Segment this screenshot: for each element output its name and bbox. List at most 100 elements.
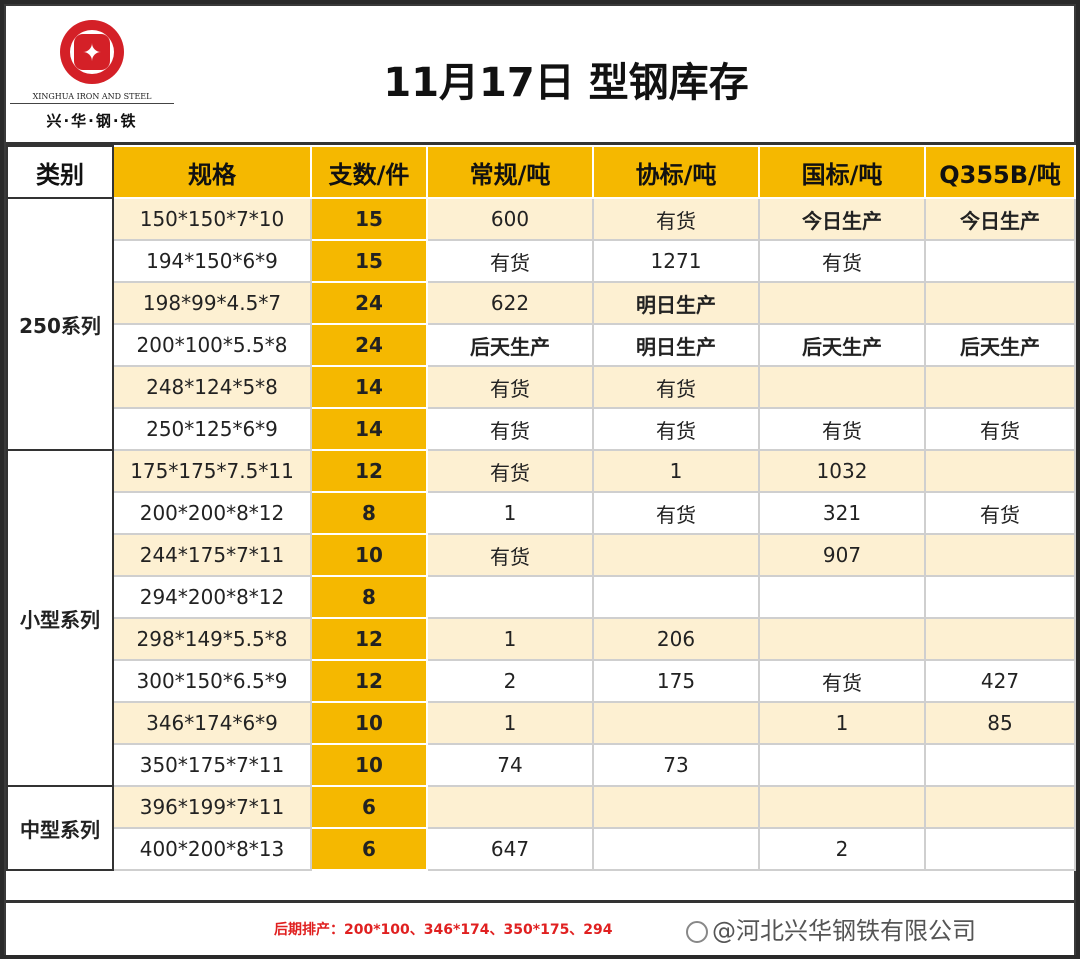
column-header: 支数/件 bbox=[310, 145, 428, 199]
national-cell bbox=[758, 743, 926, 787]
regular-cell: 622 bbox=[426, 281, 594, 325]
national-cell: 今日生产 bbox=[758, 197, 926, 241]
production-schedule-note: 后期排产：200*100、346*174、350*175、294 bbox=[274, 922, 613, 938]
column-header: 协标/吨 bbox=[592, 145, 760, 199]
q355b-cell bbox=[924, 281, 1076, 325]
table-row: 346*174*6*9 10 1 1 85 bbox=[7, 701, 1076, 745]
spec-cell: 300*150*6.5*9 bbox=[112, 659, 312, 703]
table-header-row: 类别 规格 支数/件 常规/吨 协标/吨 国标/吨 Q355B/吨 bbox=[6, 145, 1076, 199]
regular-cell: 1 bbox=[426, 491, 594, 535]
assoc-cell: 有货 bbox=[592, 365, 760, 409]
spec-cell: 175*175*7.5*11 bbox=[112, 449, 312, 493]
logo-english-name: XINGHUA IRON AND STEEL bbox=[10, 92, 174, 104]
count-cell: 8 bbox=[310, 491, 428, 535]
column-header: 类别 bbox=[6, 145, 114, 199]
header: XINGHUA IRON AND STEEL 兴·华·钢·铁 11月17日 型钢… bbox=[6, 6, 1074, 145]
logo-chinese-name: 兴·华·钢·铁 bbox=[46, 112, 138, 130]
table-row: 中型系列 396*199*7*11 6 bbox=[6, 785, 1076, 871]
national-cell: 907 bbox=[758, 533, 926, 577]
spec-cell: 350*175*7*11 bbox=[112, 743, 312, 787]
column-header: 常规/吨 bbox=[426, 145, 594, 199]
table-row: 小型系列 175*175*7.5*11 12 有货 1 1032 bbox=[6, 449, 1076, 787]
q355b-cell bbox=[924, 365, 1076, 409]
table-row: 194*150*6*9 15 有货 1271 有货 bbox=[7, 239, 1076, 283]
assoc-cell: 175 bbox=[592, 659, 760, 703]
regular-cell: 后天生产 bbox=[426, 323, 594, 367]
company-logo: XINGHUA IRON AND STEEL 兴·华·钢·铁 bbox=[10, 10, 174, 138]
inventory-table: 类别 规格 支数/件 常规/吨 协标/吨 国标/吨 Q355B/吨 250系列 1… bbox=[6, 145, 1076, 871]
spec-cell: 200*200*8*12 bbox=[112, 491, 312, 535]
count-cell: 14 bbox=[310, 407, 428, 451]
category-cell: 小型系列 bbox=[6, 449, 114, 787]
table-row: 200*200*8*12 8 1 有货 321 有货 bbox=[7, 491, 1076, 535]
spec-cell: 396*199*7*11 bbox=[112, 785, 312, 829]
table-row: 250*125*6*9 14 有货 有货 有货 有货 bbox=[7, 407, 1076, 451]
national-cell: 有货 bbox=[758, 239, 926, 283]
category-cell: 中型系列 bbox=[6, 785, 114, 871]
spec-cell: 150*150*7*10 bbox=[112, 197, 312, 241]
count-cell: 12 bbox=[310, 449, 428, 493]
q355b-cell: 后天生产 bbox=[924, 323, 1076, 367]
count-cell: 12 bbox=[310, 617, 428, 661]
spec-cell: 298*149*5.5*8 bbox=[112, 617, 312, 661]
inventory-sheet: XINGHUA IRON AND STEEL 兴·华·钢·铁 11月17日 型钢… bbox=[4, 4, 1076, 955]
watermark-logo-icon bbox=[686, 921, 708, 943]
national-cell: 2 bbox=[758, 827, 926, 871]
table-row: 298*149*5.5*8 12 1 206 bbox=[7, 617, 1076, 661]
spec-cell: 250*125*6*9 bbox=[112, 407, 312, 451]
national-cell bbox=[758, 281, 926, 325]
assoc-cell: 73 bbox=[592, 743, 760, 787]
table-row: 200*100*5.5*8 24 后天生产 明日生产 后天生产 后天生产 bbox=[7, 323, 1076, 367]
spec-cell: 200*100*5.5*8 bbox=[112, 323, 312, 367]
page-title: 11月17日 型钢库存 bbox=[383, 60, 749, 106]
spec-cell: 400*200*8*13 bbox=[112, 827, 312, 871]
national-cell: 有货 bbox=[758, 407, 926, 451]
assoc-cell: 明日生产 bbox=[592, 281, 760, 325]
q355b-cell: 85 bbox=[924, 701, 1076, 745]
count-cell: 10 bbox=[310, 533, 428, 577]
regular-cell: 有货 bbox=[426, 239, 594, 283]
count-cell: 8 bbox=[310, 575, 428, 619]
assoc-cell: 1271 bbox=[592, 239, 760, 283]
table-row: 250系列 150*150*7*10 15 600 有货 今日生产 今日生产 bbox=[6, 197, 1076, 451]
assoc-cell bbox=[592, 827, 760, 871]
national-cell: 有货 bbox=[758, 659, 926, 703]
footer: 后期排产：200*100、346*174、350*175、294 @河北兴华钢铁… bbox=[6, 900, 1074, 955]
q355b-cell bbox=[924, 743, 1076, 787]
assoc-cell bbox=[592, 575, 760, 619]
q355b-cell: 427 bbox=[924, 659, 1076, 703]
table-row: 350*175*7*11 10 74 73 bbox=[7, 743, 1076, 787]
regular-cell: 1 bbox=[426, 617, 594, 661]
spec-cell: 294*200*8*12 bbox=[112, 575, 312, 619]
q355b-cell: 今日生产 bbox=[924, 197, 1076, 241]
regular-cell: 1 bbox=[426, 701, 594, 745]
regular-cell: 647 bbox=[426, 827, 594, 871]
q355b-cell bbox=[924, 617, 1076, 661]
q355b-cell bbox=[924, 827, 1076, 871]
regular-cell: 600 bbox=[426, 197, 594, 241]
q355b-cell bbox=[924, 575, 1076, 619]
spec-cell: 194*150*6*9 bbox=[112, 239, 312, 283]
count-cell: 10 bbox=[310, 743, 428, 787]
count-cell: 15 bbox=[310, 239, 428, 283]
national-cell bbox=[758, 617, 926, 661]
q355b-cell bbox=[924, 239, 1076, 283]
count-cell: 24 bbox=[310, 281, 428, 325]
table-row: 244*175*7*11 10 有货 907 bbox=[7, 533, 1076, 577]
national-cell: 后天生产 bbox=[758, 323, 926, 367]
assoc-cell: 有货 bbox=[592, 491, 760, 535]
q355b-cell: 有货 bbox=[924, 491, 1076, 535]
q355b-cell bbox=[924, 785, 1076, 829]
regular-cell: 有货 bbox=[426, 533, 594, 577]
regular-cell: 有货 bbox=[426, 449, 594, 493]
regular-cell bbox=[426, 575, 594, 619]
regular-cell: 有货 bbox=[426, 407, 594, 451]
assoc-cell: 明日生产 bbox=[592, 323, 760, 367]
table-row: 300*150*6.5*9 12 2 175 有货 427 bbox=[7, 659, 1076, 703]
category-cell: 250系列 bbox=[6, 197, 114, 451]
count-cell: 10 bbox=[310, 701, 428, 745]
assoc-cell: 有货 bbox=[592, 407, 760, 451]
regular-cell: 有货 bbox=[426, 365, 594, 409]
national-cell bbox=[758, 785, 926, 829]
column-header: 规格 bbox=[112, 145, 312, 199]
